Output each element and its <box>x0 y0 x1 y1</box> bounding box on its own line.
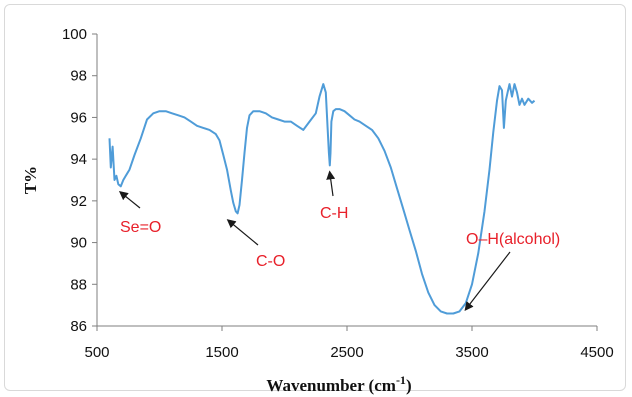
x-tick-label: 3500 <box>455 344 488 361</box>
annotation-arrow <box>226 219 259 246</box>
y-tick-label: 88 <box>70 276 87 293</box>
y-axis-label: T% <box>21 166 40 194</box>
annotation-layer: Se=O C-O C-H O–H(alcohol) <box>118 170 560 311</box>
annotation-arrow <box>326 170 336 197</box>
annotation-label: C-O <box>256 253 285 270</box>
x-tick-label: 1500 <box>205 344 238 361</box>
transmittance-line <box>108 83 536 315</box>
x-axis-label-superscript: -1 <box>396 373 406 387</box>
annotation-label: O–H(alcohol) <box>466 231 560 248</box>
annotation-arrow <box>464 251 511 311</box>
annotation-arrow <box>118 191 141 209</box>
y-tick-label: 100 <box>62 26 87 43</box>
axes: 86 88 90 92 94 96 98 100 500 1500 2500 3500 4500 <box>62 26 614 361</box>
y-tick-label: 90 <box>70 235 87 252</box>
y-tick-label: 96 <box>70 109 87 126</box>
y-tick-label: 86 <box>70 318 87 335</box>
y-tick-label: 94 <box>70 151 87 168</box>
y-tick-label: 92 <box>70 193 87 210</box>
y-tick-label: 98 <box>70 68 87 85</box>
x-tick-label: 2500 <box>330 344 363 361</box>
annotation-label: C-H <box>320 205 348 222</box>
x-axis-label-close: ) <box>406 376 412 395</box>
series-layer <box>108 83 536 315</box>
x-axis-label-main: Wavenumber (cm <box>266 376 396 395</box>
annotation-label: Se=O <box>120 219 161 236</box>
x-axis-label: Wavenumber (cm-1) <box>266 373 411 395</box>
axis-labels: T% Wavenumber (cm-1) <box>21 166 412 395</box>
x-tick-label: 4500 <box>580 344 613 361</box>
x-tick-label: 500 <box>84 344 109 361</box>
